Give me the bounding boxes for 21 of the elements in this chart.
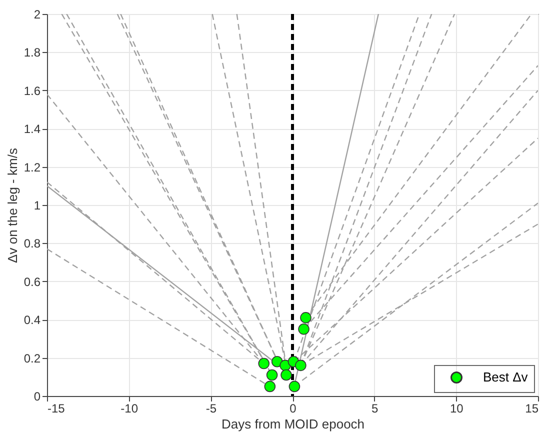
y-tick-label: 0.8 (24, 236, 41, 251)
y-tick-label: 0.2 (24, 351, 41, 366)
x-tick-label: 15 (525, 402, 539, 416)
y-tick-label: 0 (34, 390, 41, 404)
x-tick-label: -5 (206, 402, 217, 416)
x-axis-title: Days from MOID epooch (221, 416, 365, 432)
y-tick-label: 2 (34, 8, 41, 22)
y-tick-label: 0.4 (24, 313, 41, 328)
x-tick-label: 0 (290, 402, 297, 416)
x-tick-label: -10 (120, 402, 138, 416)
y-tick-label: 1.2 (24, 160, 41, 174)
y-tick-label: 1 (34, 198, 41, 212)
y-axis-title: Δv on the leg - km/s (4, 148, 20, 263)
x-tick-label: -15 (48, 402, 66, 416)
y-tick-label: 1.6 (24, 84, 41, 98)
legend-label: Best Δv (483, 370, 528, 384)
y-tick-label: 1.4 (24, 122, 41, 136)
x-tick-label: 10 (450, 402, 464, 416)
y-tick-label: 0.6 (24, 274, 41, 289)
y-tick-label: 1.8 (24, 46, 41, 60)
x-tick-label: 5 (371, 402, 378, 416)
